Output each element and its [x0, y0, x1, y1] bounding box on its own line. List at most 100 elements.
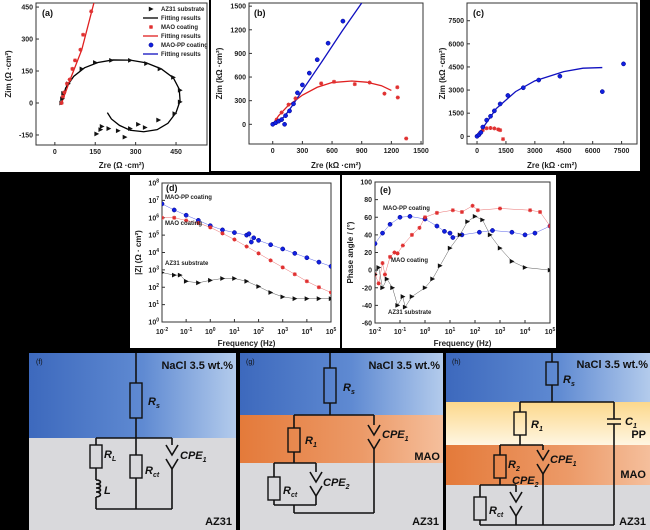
- data-point: [268, 290, 274, 295]
- data-point: [397, 214, 403, 220]
- tick-exponent: 1: [156, 300, 159, 306]
- data-point: [115, 128, 121, 134]
- data-point: [332, 79, 337, 84]
- series-line: [162, 272, 331, 299]
- y-tick-label: 106: [148, 213, 159, 222]
- data-point: [388, 254, 393, 259]
- series-mao_pp: [162, 201, 331, 269]
- tick-exponent: 4: [528, 327, 531, 333]
- y-tick-label: 0: [29, 100, 33, 107]
- series-mao_pp: [270, 18, 346, 127]
- y-tick-label: 4500: [448, 64, 464, 71]
- y-tick-label: -20: [362, 285, 372, 292]
- resistor-rs: [545, 361, 559, 386]
- data-point: [128, 126, 133, 131]
- x-tick-label: 600: [326, 148, 338, 155]
- wires: [273, 353, 375, 514]
- y-tick-label: 7500: [448, 18, 464, 25]
- data-point: [292, 296, 298, 302]
- circuit-h: (h) NaCl 3.5 wt.% PP MAO AZ31 Rs R1 C1 R…: [446, 353, 650, 530]
- data-point: [291, 101, 296, 107]
- data-point: [478, 130, 484, 135]
- data-point: [251, 235, 257, 241]
- data-point: [496, 127, 501, 132]
- data-point: [314, 57, 320, 63]
- panel-label: (h): [452, 359, 461, 366]
- data-point: [149, 25, 153, 29]
- data-point: [81, 32, 86, 37]
- chart-e: 10-2 10-1 100 101 102 103 104 105-60-40-2002040…: [346, 180, 556, 349]
- tick-exponent: 4: [309, 327, 312, 333]
- y-tick-label: 300: [21, 37, 33, 44]
- y-tick-label: 103: [148, 265, 159, 274]
- y-tick-label: 101: [148, 300, 159, 309]
- data-point: [78, 47, 83, 52]
- resistor-r2: [493, 454, 507, 479]
- data-point: [287, 108, 292, 114]
- legend: AZ31 substrate Fitting results MAO coating…: [143, 6, 208, 58]
- data-point: [93, 60, 98, 65]
- data-point: [487, 232, 493, 238]
- label-cpe1: CPE1: [180, 450, 207, 464]
- tick-exponent: 0: [156, 318, 159, 324]
- label-r2: R2: [508, 459, 520, 473]
- tick-exponent: 3: [503, 327, 506, 333]
- data-point: [470, 203, 475, 208]
- data-point: [509, 229, 515, 235]
- data-point: [316, 296, 322, 302]
- label-rs: Rs: [563, 374, 575, 388]
- x-axis-label: Frequency (Hz): [434, 339, 492, 348]
- data-point: [480, 128, 485, 133]
- tick-exponent: 8: [156, 179, 159, 185]
- y-tick-label: -150: [19, 132, 33, 139]
- data-point: [599, 89, 605, 94]
- y-tick-label: 40: [364, 232, 372, 239]
- data-point: [177, 99, 183, 105]
- data-point: [196, 280, 201, 286]
- data-point: [183, 212, 189, 218]
- data-point: [148, 6, 154, 12]
- data-point: [480, 124, 486, 130]
- data-point: [156, 117, 162, 123]
- data-point: [501, 137, 506, 142]
- x-tick-label: 101: [445, 327, 456, 336]
- wires: [95, 353, 173, 510]
- data-point: [480, 217, 486, 223]
- x-tick-label: 450: [170, 149, 182, 156]
- tick-exponent: 1: [453, 327, 456, 333]
- cpe1-symbol: [165, 444, 179, 471]
- plot-area: [474, 61, 626, 142]
- label-rs: Rs: [148, 396, 160, 410]
- resistor-rs: [129, 382, 143, 419]
- series-az31: [375, 213, 550, 310]
- data-point: [352, 82, 357, 87]
- x-tick-label: 104: [302, 327, 313, 336]
- resistor-rct: [473, 496, 487, 521]
- data-point: [279, 117, 284, 122]
- x-tick-label: 10-2: [369, 327, 381, 336]
- cpe1-symbol: [367, 424, 381, 451]
- data-point: [59, 100, 64, 105]
- series-annotation: AZ31 substrate: [165, 261, 209, 267]
- label-cpe2: CPE2: [323, 477, 350, 491]
- y-tick-label: 600: [234, 75, 246, 82]
- data-point: [171, 272, 177, 278]
- pp-layer-label: PP: [631, 429, 646, 441]
- data-point: [172, 111, 178, 117]
- data-point: [465, 219, 471, 225]
- x-tick-label: 104: [520, 327, 531, 336]
- plot-frame: [466, 2, 638, 145]
- tick-exponent: 1: [237, 327, 240, 333]
- legend-label: AZ31 substrate: [161, 7, 205, 13]
- data-point: [292, 272, 297, 277]
- substrate-layer: [29, 438, 236, 530]
- data-point: [172, 215, 177, 220]
- y-tick-label: 108: [148, 179, 159, 188]
- data-point: [380, 261, 385, 266]
- data-point: [434, 223, 440, 229]
- x-tick-label: 1500: [498, 148, 514, 155]
- data-point: [316, 259, 322, 265]
- data-point: [144, 61, 150, 66]
- panel-bc: [211, 0, 640, 171]
